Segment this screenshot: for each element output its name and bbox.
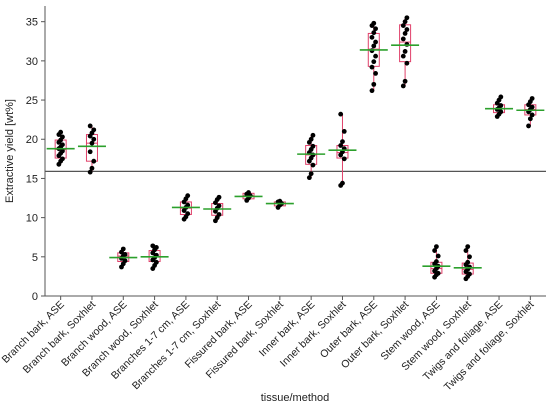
data-point xyxy=(371,30,377,36)
data-point xyxy=(58,129,64,135)
data-point xyxy=(310,132,316,138)
data-point xyxy=(529,112,535,118)
data-point xyxy=(308,171,314,177)
data-point xyxy=(87,149,93,155)
axes-layer xyxy=(41,6,546,300)
data-point xyxy=(246,190,251,195)
data-point xyxy=(120,246,126,252)
data-point xyxy=(369,64,375,70)
data-point xyxy=(216,194,222,200)
data-point xyxy=(373,39,378,45)
data-point xyxy=(404,60,410,66)
data-point xyxy=(369,34,375,40)
data-point xyxy=(306,175,312,181)
data-point xyxy=(402,78,408,84)
data-point xyxy=(434,259,439,264)
data-point xyxy=(185,211,191,217)
y-axis-title: Extractive yield [wt%] xyxy=(4,99,16,203)
data-point xyxy=(338,143,344,148)
data-point xyxy=(341,156,347,162)
data-point xyxy=(340,139,345,144)
data-point xyxy=(341,129,347,134)
data-point xyxy=(87,123,93,129)
x-axis-title: tissue/method xyxy=(261,392,329,404)
data-point xyxy=(467,271,472,277)
data-point xyxy=(308,136,314,142)
data-point xyxy=(526,123,531,129)
data-point xyxy=(310,162,316,168)
data-point xyxy=(434,244,439,250)
y-tick-label: 15 xyxy=(26,173,38,185)
data-point xyxy=(402,19,408,25)
data-point xyxy=(338,111,344,117)
y-tick-label: 30 xyxy=(26,56,38,68)
data-point xyxy=(400,53,406,59)
data-point xyxy=(87,169,93,175)
data-point xyxy=(60,156,65,162)
data-point xyxy=(529,104,535,110)
y-tick-label: 25 xyxy=(26,95,38,107)
data-point xyxy=(432,248,438,253)
data-point xyxy=(60,134,65,140)
data-point xyxy=(371,81,377,87)
data-point xyxy=(465,244,471,250)
data-point xyxy=(91,136,97,142)
data-point xyxy=(498,94,504,100)
data-point xyxy=(89,165,95,171)
data-point xyxy=(122,258,128,264)
data-point xyxy=(91,158,97,164)
data-point xyxy=(404,15,410,21)
data-point xyxy=(122,252,128,257)
data-point xyxy=(404,27,410,32)
data-point xyxy=(400,36,406,42)
data-point xyxy=(340,180,345,186)
data-point xyxy=(277,198,283,204)
data-point xyxy=(89,140,95,146)
data-point xyxy=(369,88,375,94)
data-point xyxy=(91,127,97,133)
data-point xyxy=(400,23,406,28)
data-point xyxy=(402,31,408,36)
data-point xyxy=(463,248,469,253)
data-point xyxy=(310,143,316,149)
data-point xyxy=(60,148,65,154)
data-point xyxy=(527,116,533,122)
y-tick-label: 35 xyxy=(26,17,38,29)
data-point xyxy=(60,142,65,148)
x-category-label: Inner bark, ASE xyxy=(257,299,317,359)
data-point xyxy=(185,202,191,208)
y-tick-label: 10 xyxy=(26,213,38,225)
data-point xyxy=(216,203,222,209)
data-point xyxy=(373,71,378,76)
marks-layer xyxy=(46,15,545,282)
data-point xyxy=(371,43,377,49)
data-point xyxy=(529,96,535,101)
y-tick-label: 20 xyxy=(26,134,38,146)
data-point xyxy=(400,83,406,89)
data-point xyxy=(467,254,472,260)
data-point xyxy=(435,253,441,259)
data-point xyxy=(371,20,377,26)
data-point xyxy=(435,270,441,276)
data-point xyxy=(402,49,408,54)
data-point xyxy=(153,245,159,250)
y-tick-label: 0 xyxy=(32,291,38,303)
data-point xyxy=(373,53,378,59)
y-tick-label: 5 xyxy=(32,252,38,264)
data-point xyxy=(373,26,378,32)
data-point xyxy=(153,259,159,265)
data-point xyxy=(498,103,504,108)
data-point xyxy=(371,59,377,65)
data-point xyxy=(216,212,222,217)
data-point xyxy=(498,109,504,115)
data-point xyxy=(150,243,156,249)
data-point xyxy=(185,193,191,199)
data-point xyxy=(465,259,471,265)
